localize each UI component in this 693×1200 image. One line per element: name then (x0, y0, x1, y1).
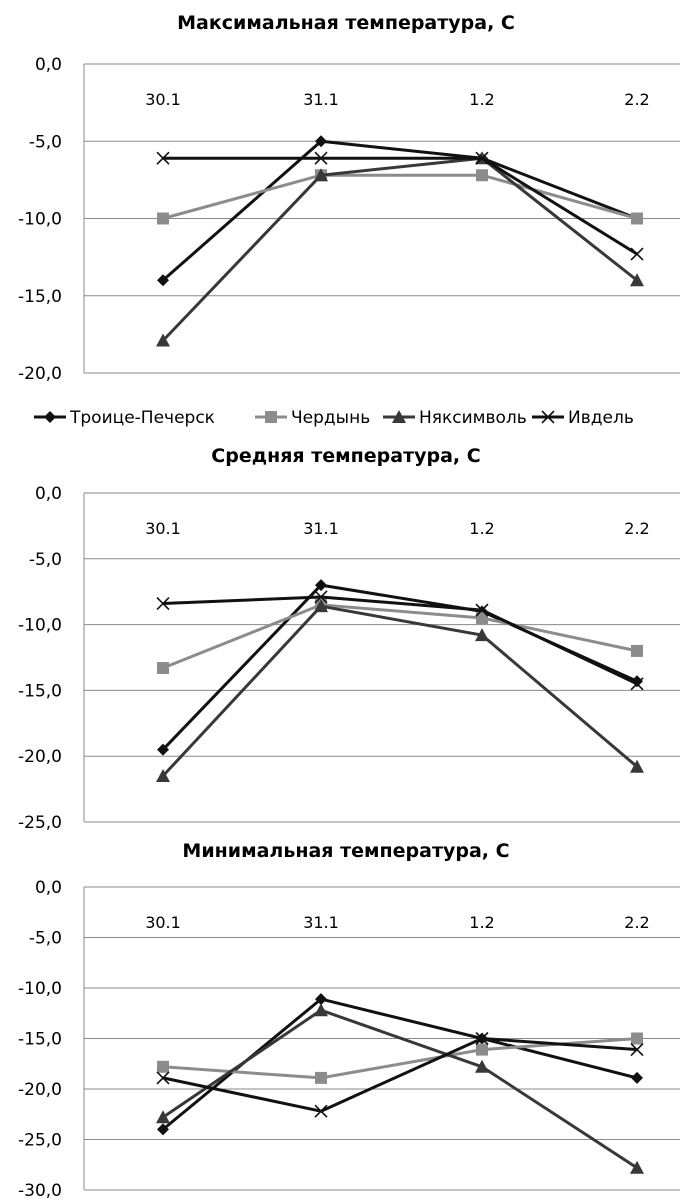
legend-swatch-marker (265, 411, 277, 423)
chart-1-ytick-label: -20,0 (18, 747, 62, 767)
chart-2-series-1-point (476, 1043, 488, 1056)
chart-0-series-3-point (630, 247, 644, 261)
chart-0-series-3-point (314, 151, 328, 165)
chart-1-series-3-point (475, 603, 489, 617)
chart-1-series-1-point (157, 662, 169, 675)
chart-2-series-3-point (630, 1043, 644, 1057)
chart-2-category-label: 2.2 (624, 913, 649, 932)
chart-1-ytick-label: -10,0 (18, 616, 62, 636)
chart-2-series-3-point (475, 1031, 489, 1046)
chart-1-series-0-point (315, 579, 327, 592)
chart-1-series-2-point (630, 759, 644, 773)
chart-0-series-2-point (630, 273, 644, 287)
chart-0-series-0-point (315, 135, 327, 148)
legend-item-label: Ивдель (568, 408, 634, 428)
chart-2-series-2-point (314, 1003, 328, 1017)
chart-1-series-2-point (314, 599, 328, 613)
chart-1-series-3-point (630, 677, 644, 691)
chart-0-ytick-label: 0,0 (35, 55, 62, 75)
chart-0-series-3-line (163, 156, 638, 256)
chart-1-series-2-point (156, 768, 170, 782)
chart-2-category-label: 1.2 (469, 913, 494, 932)
chart-1-series-3-line (162, 595, 638, 686)
chart-1-series-1-point (476, 612, 488, 625)
chart-0-series-2-line (161, 156, 638, 342)
chart-0-series-1-point (157, 212, 169, 225)
chart-2-ytick-label: -10,0 (18, 979, 62, 999)
chart-2-category-label: 31.1 (303, 913, 339, 932)
chart-2-ytick-label: -20,0 (18, 1080, 62, 1100)
chart-0-category-label: 30.1 (145, 90, 181, 109)
chart-1-ytick-label: -5,0 (29, 550, 62, 570)
chart-0-series-1-line (162, 173, 638, 220)
chart-1-series-1-line (162, 603, 638, 670)
chart-1-series-3-point (156, 596, 170, 611)
chart-1-series-2-line (161, 604, 638, 777)
chart-1-series-2-point (475, 628, 489, 642)
chart-2-series-1-point (157, 1060, 169, 1073)
chart-1-series-3-point (314, 590, 328, 604)
chart-1-category-label: 1.2 (469, 519, 494, 538)
chart-0-ytick-label: -10,0 (18, 210, 62, 230)
chart-2-title: Минимальная температура, С (182, 840, 509, 862)
chart-0-series-2-point (314, 168, 328, 182)
chart-2-series-1-point (631, 1032, 643, 1045)
chart-0-ytick-label: -5,0 (29, 132, 62, 152)
chart-2-ytick-label: -15,0 (18, 1030, 62, 1050)
chart-1-series-0-point (631, 675, 643, 688)
chart-1-series-0-line (161, 583, 638, 751)
chart-0-series-3-point (475, 151, 489, 165)
chart-2-series-2-point (156, 1110, 170, 1124)
chart-2-series-2-point (630, 1160, 644, 1174)
legend-item-label: Няксимволь (419, 408, 527, 428)
chart-0-series-0-line (162, 139, 638, 282)
chart-1-ytick-label: 0,0 (35, 484, 62, 504)
chart-1-category-label: 30.1 (145, 519, 181, 538)
chart-2-series-0-point (157, 1123, 169, 1136)
chart-0-category-label: 1.2 (469, 90, 494, 109)
legend-item-label: Чердынь (291, 408, 370, 428)
legend-item-label: Троице-Печерск (69, 408, 215, 428)
chart-1-category-label: 2.2 (624, 519, 649, 538)
chart-2-series-1-point (315, 1071, 327, 1084)
chart-2-ytick-label: -5,0 (29, 929, 62, 949)
chart-0-series-3-point (156, 151, 170, 165)
chart-2-series-3-line (162, 1037, 638, 1113)
chart-1-series-1-point (631, 644, 643, 657)
legend-swatch-marker (541, 410, 555, 424)
chart-2-series-0-point (631, 1071, 643, 1084)
chart-2-ytick-label: -25,0 (18, 1131, 62, 1151)
chart-0-ytick-label: -20,0 (18, 364, 62, 384)
chart-1-title: Средняя температура, С (211, 445, 480, 467)
chart-1-ytick-label: -15,0 (18, 681, 62, 701)
chart-1-ytick-label: -25,0 (18, 813, 62, 833)
chart-2-category-label: 30.1 (145, 913, 181, 932)
chart-0-category-label: 2.2 (624, 90, 649, 109)
chart-1-series-0-point (157, 743, 169, 756)
chart-0-series-1-point (631, 212, 643, 225)
legend-swatch-marker (392, 410, 406, 423)
chart-1-category-label: 31.1 (303, 519, 339, 538)
chart-2-series-0-point (315, 993, 327, 1006)
chart-2-series-3-point (156, 1071, 170, 1085)
chart-0-series-1-point (476, 169, 488, 182)
chart-0-ytick-label: -15,0 (18, 287, 62, 307)
chart-0-series-2-point (156, 333, 170, 347)
chart-0-title: Максимальная температура, С (177, 12, 515, 34)
chart-2-ytick-label: -30,0 (18, 1181, 62, 1200)
chart-2-series-2-line (162, 1008, 638, 1170)
legend-swatch-marker (44, 411, 56, 423)
chart-0-category-label: 31.1 (303, 90, 339, 109)
chart-0-series-0-point (157, 274, 169, 287)
chart-2-series-2-point (475, 1059, 489, 1073)
chart-2-ytick-label: 0,0 (35, 878, 62, 898)
chart-2-series-3-point (314, 1104, 328, 1118)
